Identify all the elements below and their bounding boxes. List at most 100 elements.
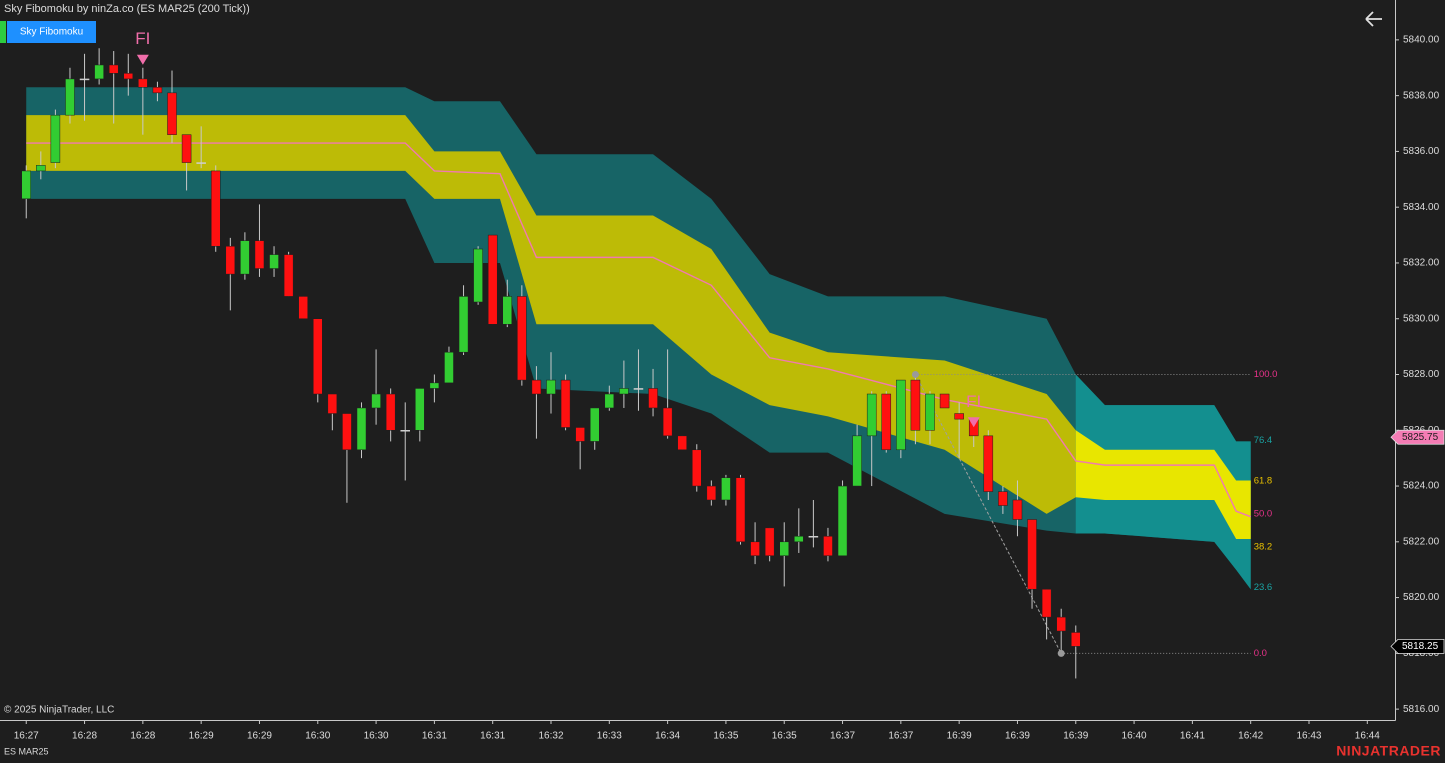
x-tick-label: 16:39	[947, 731, 972, 742]
fib-level-label: 50.0	[1254, 508, 1273, 519]
candle-body	[429, 382, 440, 389]
candle-body	[298, 296, 308, 319]
x-tick-label: 16:39	[1005, 731, 1030, 742]
x-tick-label: 16:35	[713, 731, 738, 742]
x-tick-label: 16:42	[1238, 731, 1263, 742]
candle-body	[487, 234, 498, 325]
inner-band	[26, 115, 1251, 540]
fib-level-label: 0.0	[1254, 648, 1267, 659]
candle-body	[327, 393, 338, 414]
x-tick-label: 16:35	[772, 731, 797, 742]
candle-body	[21, 170, 32, 200]
signal-arrow	[136, 54, 149, 65]
chart-title: Sky Fibomoku by ninZa.co (ES MAR25 (200 …	[4, 3, 250, 15]
candle-body	[240, 240, 250, 275]
x-tick-label: 16:28	[130, 731, 155, 742]
outer-band	[26, 87, 1251, 590]
indicator-button[interactable]	[7, 21, 96, 43]
price-marker	[1390, 429, 1445, 445]
candle-body	[65, 78, 75, 116]
x-tick-label: 16:37	[888, 731, 913, 742]
plot-area: FI FI	[21, 29, 1251, 679]
candle-body	[648, 388, 658, 409]
candle-body	[181, 134, 192, 163]
y-tick-label: 5816.00	[1403, 704, 1440, 715]
candle-body	[619, 388, 629, 395]
fib-level-label: 100.0	[1254, 369, 1278, 380]
candle-body	[1070, 632, 1081, 647]
candle-body	[546, 379, 556, 395]
x-tick-label: 16:29	[247, 731, 272, 742]
signal-label: FI	[135, 29, 150, 48]
candle-body	[954, 413, 964, 420]
brand-logo: NINJATRADER	[1336, 743, 1441, 759]
price-marker	[1390, 638, 1445, 654]
x-tick-label: 16:39	[1063, 731, 1088, 742]
bright-bands	[1075, 374, 1251, 590]
signal-arrow	[967, 417, 980, 428]
y-tick-label: 5832.00	[1403, 258, 1440, 269]
candle-body	[50, 114, 61, 163]
candle-body	[342, 413, 352, 451]
instrument-label: ES MAR25	[4, 746, 49, 756]
fib-level-label: 76.4	[1254, 435, 1273, 446]
candle-body	[210, 170, 221, 247]
candle-body	[721, 477, 731, 501]
x-tick-label: 16:32	[538, 731, 563, 742]
candle-body	[794, 535, 804, 543]
candle-body	[371, 393, 381, 409]
candle-body	[735, 477, 746, 543]
x-tick-label: 16:28	[72, 731, 97, 742]
candle-body	[385, 393, 396, 431]
candle-body	[108, 64, 119, 74]
candle-body	[939, 393, 950, 409]
fib-anchor	[1057, 649, 1065, 657]
candle-body	[925, 393, 935, 431]
candle-body	[283, 254, 294, 297]
y-tick-label: 5838.00	[1403, 90, 1440, 101]
candle-body	[896, 379, 906, 451]
y-tick-label: 5820.00	[1403, 592, 1440, 603]
candle-body	[313, 318, 323, 395]
y-tick-label: 5840.00	[1403, 35, 1440, 46]
copyright: © 2025 NinjaTrader, LLC	[4, 705, 114, 716]
x-tick-label: 16:29	[189, 731, 214, 742]
candle-body	[866, 393, 877, 437]
fib-anchor	[911, 371, 919, 379]
candle-body	[1056, 616, 1066, 632]
y-tick-label: 5830.00	[1403, 313, 1440, 324]
candle-body	[79, 78, 90, 81]
candle-body	[94, 64, 104, 80]
candle-body	[589, 407, 600, 442]
candle-body	[560, 379, 571, 428]
candle-body	[138, 78, 148, 88]
x-tick-label: 16:43	[1296, 731, 1321, 742]
candle-body	[750, 541, 760, 557]
candle-body	[881, 393, 892, 451]
candle-body	[1041, 588, 1052, 618]
candle-body	[1027, 519, 1037, 590]
candle-body	[764, 527, 775, 557]
indicator-strip	[0, 21, 6, 43]
fib-level-label: 38.2	[1254, 541, 1273, 552]
candle-body	[662, 407, 673, 437]
y-tick-label: 5828.00	[1403, 369, 1440, 380]
price-marker-label: 5825.75	[1402, 432, 1439, 443]
candle-body	[415, 388, 425, 431]
fib-connector	[914, 374, 1062, 654]
x-tick-label: 16:31	[480, 731, 505, 742]
candle-body	[808, 535, 819, 538]
candle-body	[517, 296, 527, 381]
candle-body	[167, 92, 177, 135]
back-arrow[interactable]	[1365, 11, 1382, 27]
candle-body	[356, 407, 367, 451]
candle-body	[502, 296, 513, 325]
candle-body	[458, 296, 469, 353]
indicator-button-label[interactable]: Sky Fibomoku	[20, 27, 83, 38]
candle-body	[633, 388, 644, 390]
candle-body	[269, 254, 279, 269]
x-tick-label: 16:27	[14, 731, 39, 742]
x-tick-label: 16:37	[830, 731, 855, 742]
candle-body	[677, 435, 687, 451]
candle-body	[983, 435, 994, 492]
